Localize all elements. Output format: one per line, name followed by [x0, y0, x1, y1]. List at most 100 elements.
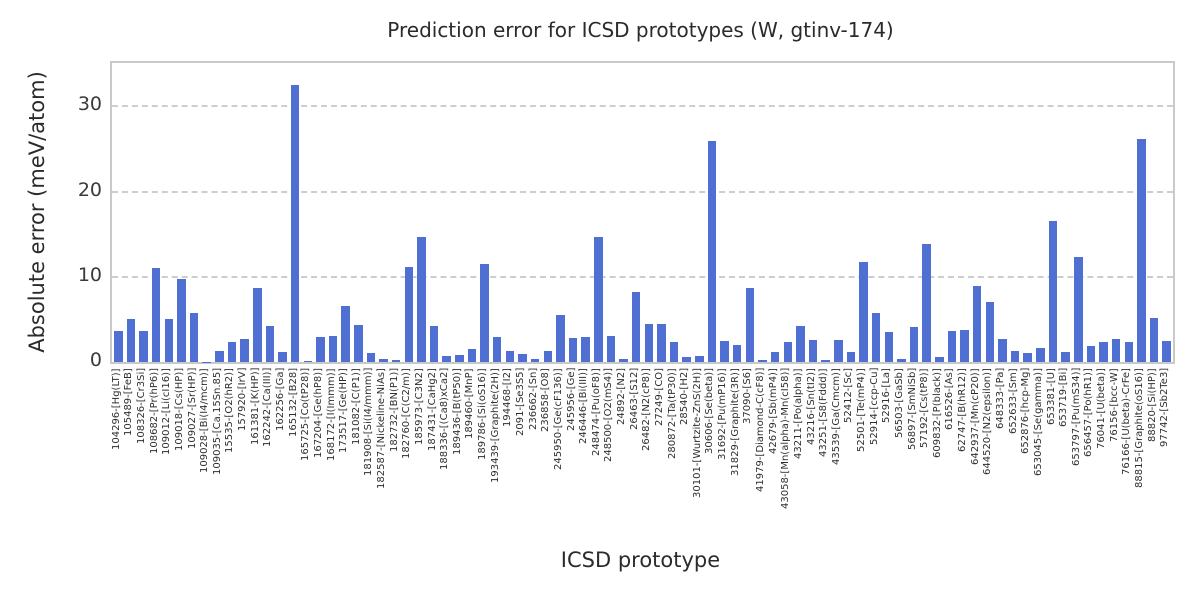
gridline-y30: [112, 105, 1173, 108]
x-tick-label: 88820-[Si(HP)]: [1146, 368, 1158, 442]
bar: [796, 326, 805, 362]
x-tick-label: 653045-[Se(gamma)]: [1032, 368, 1044, 476]
bar: [391, 360, 401, 362]
x-tick-label: 161381-[K(HP)]: [249, 368, 261, 446]
x-tick-label: 31692-[Pu(mP16)]: [717, 368, 729, 460]
bar: [126, 319, 136, 362]
bar: [846, 351, 856, 362]
x-tick-label: 43216-[Sn(tI2)]: [805, 368, 817, 445]
x-tick-label: 167204-[Ge(hP8)]: [312, 368, 324, 459]
x-tick-label: 168172-[I(Immm)]: [325, 368, 337, 461]
bar: [379, 359, 388, 362]
bar: [442, 355, 451, 362]
bar: [935, 356, 944, 362]
x-tick-label: 609832-[P(black)]: [931, 368, 943, 458]
bar: [556, 315, 565, 362]
x-tick-label: 30606-[Se(beta)]: [704, 368, 716, 455]
bar: [530, 359, 540, 362]
y-tick-label: 10: [77, 263, 102, 286]
bar: [139, 331, 148, 362]
bar: [1036, 347, 1045, 362]
bar: [909, 327, 919, 362]
x-tick-label: 56897-[SmNiSb]: [906, 368, 918, 451]
x-tick-label: 88815-[Graphite(oS16)]: [1133, 368, 1145, 488]
x-tick-label: 246446-[Bi(III)]: [578, 368, 590, 444]
bar: [631, 292, 641, 362]
x-tick-label: 173517-[Ge(HP)]: [338, 368, 350, 453]
bar: [1162, 340, 1171, 362]
x-axis-label: ICSD prototype: [560, 548, 721, 572]
x-tick-label: 26482-[N2(cP8)]: [641, 368, 653, 451]
x-tick-label: 656457-[Po(hR1)]: [1083, 368, 1095, 457]
x-tick-label: 27249-[CO]: [653, 368, 665, 427]
x-tick-label: 644520-[N2(epsilon)]: [982, 368, 994, 475]
x-tick-label: 37090-[S6]: [742, 368, 754, 424]
x-tick-label: 62747-[B(hR12)]: [957, 368, 969, 452]
bar: [821, 360, 830, 362]
x-tick-label: 193439-[Graphite(2H)]: [489, 368, 501, 483]
x-tick-label: 57192-[Cs(tP8)]: [919, 368, 931, 448]
x-tick-label: 52501-[Te(mP4)]: [856, 368, 868, 452]
bar: [682, 356, 691, 362]
bar: [1048, 221, 1058, 362]
x-tick-label: 182587-[Nickeline-NiAs]: [376, 368, 388, 489]
bar: [859, 262, 868, 362]
x-tick-label: 187431-[CaHg2]: [426, 368, 438, 451]
bar: [1061, 351, 1070, 362]
bar: [543, 350, 553, 362]
x-tick-label: 245950-[Ge(cF136)]: [552, 368, 564, 470]
bar: [240, 339, 249, 362]
bar: [922, 244, 931, 362]
bar: [783, 342, 792, 362]
x-tick-label: 52914-[ccp-Cu]: [868, 368, 880, 446]
bar: [354, 324, 363, 362]
bar: [897, 359, 906, 362]
x-tick-label: 248500-[O2(mS4)]: [603, 368, 615, 463]
bar: [985, 301, 995, 362]
x-tick-label: 109027-[Sr(HP)]: [186, 368, 198, 450]
x-tick-label: 109012-[Li(cI16)]: [161, 368, 173, 455]
x-tick-label: 2091-[Se3S5]: [515, 368, 526, 437]
x-tick-label: 162242-[Ca(III)]: [262, 368, 274, 448]
plot-area: [110, 61, 1175, 364]
y-tick-label: 20: [77, 178, 102, 201]
x-tick-label: 652633-[Sm]: [1007, 368, 1019, 434]
bar: [290, 85, 300, 362]
bar: [1086, 345, 1096, 362]
bar: [164, 319, 174, 362]
bar: [480, 264, 489, 362]
bar: [151, 268, 161, 362]
x-tick-label: 642937-[Mn(cP20)]: [969, 368, 981, 465]
bar: [455, 355, 464, 362]
x-tick-label: 26463-[S12]: [628, 368, 640, 431]
gridline-y10: [112, 275, 1173, 278]
bar: [1137, 138, 1146, 362]
x-tick-label: 42679-[Sb(mP4)]: [767, 368, 779, 454]
x-tick-label: 653381-[U]: [1045, 368, 1057, 425]
bar: [1099, 342, 1108, 362]
bar: [341, 305, 350, 362]
bar: [619, 359, 628, 362]
x-tick-label: 245956-[Ge]: [565, 368, 577, 432]
bar: [947, 331, 957, 362]
bar: [215, 350, 224, 362]
bar: [417, 236, 426, 362]
x-tick-label: 97742-[Sb2Te3]: [1159, 368, 1171, 448]
bar: [695, 356, 704, 362]
x-tick-label: 182760-[C(C2/m)]: [401, 368, 413, 459]
x-tick-label: 43539-[Ga(Cmcm)]: [830, 368, 842, 465]
x-tick-label: 189460-[MnP]: [464, 368, 476, 439]
bar: [884, 332, 894, 362]
bar: [972, 286, 982, 362]
chart-title: Prediction error for ICSD prototypes (W,…: [387, 18, 894, 42]
bar: [328, 336, 338, 362]
bar: [758, 360, 767, 362]
bar: [366, 353, 376, 362]
bar: [1111, 339, 1121, 362]
x-tick-label: 280872-[Ta(tP30)]: [666, 368, 678, 459]
x-tick-label: 105489-[FeB]: [123, 368, 135, 436]
bar: [669, 342, 679, 362]
bar: [177, 279, 186, 362]
bar: [227, 342, 237, 362]
x-tick-label: 52412-[Sc]: [843, 368, 855, 424]
